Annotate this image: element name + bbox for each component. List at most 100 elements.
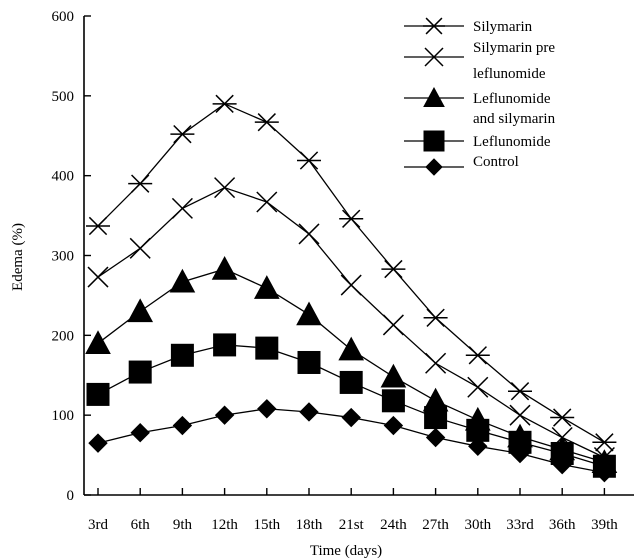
data-point-asterisk	[170, 124, 195, 144]
data-point-asterisk	[381, 259, 406, 279]
data-point-cross	[298, 223, 320, 245]
data-point-diamond	[214, 405, 235, 425]
data-point-asterisk	[423, 308, 448, 327]
data-point-square	[170, 343, 194, 367]
series-diamond	[88, 399, 615, 483]
legend-label: Leflunomide	[473, 91, 551, 107]
legend-label: Silymarin pre	[473, 40, 555, 56]
data-point-diamond	[425, 158, 443, 176]
legend-item: Control	[404, 154, 519, 176]
data-point-square	[213, 333, 237, 357]
data-point-cross	[256, 191, 278, 213]
y-axis-ticks: 0 100 200 300 400 500 600	[52, 9, 91, 504]
x-tick-label: 9th	[173, 517, 193, 533]
x-tick-label: 36th	[549, 517, 576, 533]
x-tick-label: 24th	[380, 517, 407, 533]
data-point-asterisk	[550, 408, 575, 427]
data-point-cross	[424, 47, 444, 67]
legend-item: Silymarin	[404, 17, 533, 35]
data-point-triangle	[169, 268, 196, 293]
data-point-triangle	[380, 363, 407, 388]
x-tick-label: 6th	[131, 517, 151, 533]
data-point-cross	[171, 197, 193, 219]
data-point-cross	[340, 274, 362, 296]
data-point-diamond	[172, 415, 193, 436]
data-point-cross	[129, 237, 151, 259]
x-axis-title: Time (days)	[310, 543, 382, 559]
x-axis-ticks: 3rd 6th 9th 12th 15th 18th 21st 24th 27th 30th 33r…	[88, 488, 618, 533]
data-point-asterisk	[508, 382, 532, 401]
data-point-asterisk	[128, 174, 153, 193]
x-tick-label: 33rd	[506, 517, 534, 533]
legend-item: Leflunomide	[404, 130, 551, 152]
data-point-triangle	[127, 298, 154, 323]
x-tick-label: 12th	[211, 517, 238, 533]
data-point-cross	[214, 177, 236, 199]
y-tick-label: 400	[52, 169, 75, 185]
y-tick-label: 0	[67, 488, 75, 504]
data-point-cross	[509, 404, 531, 426]
data-point-triangle	[211, 256, 238, 280]
y-tick-label: 200	[52, 328, 75, 344]
series-square	[86, 333, 616, 478]
data-point-asterisk	[86, 216, 110, 236]
data-point-asterisk	[465, 346, 490, 365]
legend-label: leflunomide	[473, 66, 546, 82]
series-group	[85, 94, 618, 483]
data-point-cross	[467, 376, 489, 398]
data-point-diamond	[468, 436, 488, 457]
y-axis-title: Edema (%)	[10, 223, 26, 291]
legend: Silymarin Silymarin pre leflunomide Lefluno…	[404, 17, 556, 176]
data-point-diamond	[510, 443, 530, 464]
x-tick-label: 21st	[339, 517, 365, 533]
data-point-diamond	[594, 462, 615, 483]
data-point-square	[86, 382, 110, 406]
legend-label: Leflunomide	[473, 134, 551, 150]
y-tick-label: 100	[52, 408, 75, 424]
y-tick-label: 300	[52, 249, 75, 265]
data-point-diamond	[299, 402, 319, 422]
x-tick-label: 27th	[422, 517, 449, 533]
legend-label: Control	[473, 154, 519, 170]
data-point-diamond	[552, 454, 572, 475]
data-point-diamond	[383, 415, 404, 436]
data-point-diamond	[130, 423, 150, 443]
legend-item: Silymarin pre leflunomide	[404, 40, 555, 82]
x-tick-label: 15th	[253, 517, 280, 533]
axes	[83, 16, 634, 496]
data-point-asterisk	[254, 113, 279, 132]
data-point-diamond	[257, 399, 277, 419]
data-point-square	[424, 406, 448, 430]
x-tick-label: 3rd	[88, 517, 108, 533]
data-point-square	[128, 360, 152, 384]
data-point-triangle	[253, 275, 280, 299]
data-point-triangle	[296, 301, 322, 326]
data-point-triangle	[423, 86, 445, 107]
legend-item: Leflunomide and silymarin	[404, 86, 556, 127]
data-point-asterisk	[592, 433, 617, 452]
legend-label: Silymarin	[473, 19, 533, 35]
y-tick-label: 600	[52, 9, 75, 25]
data-point-cross	[425, 352, 447, 374]
data-point-triangle	[85, 330, 111, 355]
y-tick-label: 500	[52, 89, 75, 105]
data-point-square	[297, 350, 321, 374]
data-point-asterisk	[297, 151, 321, 170]
x-tick-label: 18th	[296, 517, 323, 533]
x-tick-label: 30th	[464, 517, 491, 533]
data-point-asterisk	[423, 17, 445, 35]
data-point-square	[339, 370, 363, 394]
data-point-asterisk	[339, 209, 364, 228]
series-asterisk	[86, 94, 617, 452]
data-point-diamond	[425, 427, 446, 448]
data-point-asterisk	[212, 94, 237, 113]
data-point-square	[381, 389, 405, 413]
data-point-triangle	[338, 336, 365, 361]
data-point-diamond	[341, 407, 361, 428]
x-tick-label: 39th	[591, 517, 618, 533]
data-point-diamond	[88, 433, 108, 453]
data-point-square	[255, 336, 279, 360]
legend-label: and silymarin	[473, 111, 556, 127]
